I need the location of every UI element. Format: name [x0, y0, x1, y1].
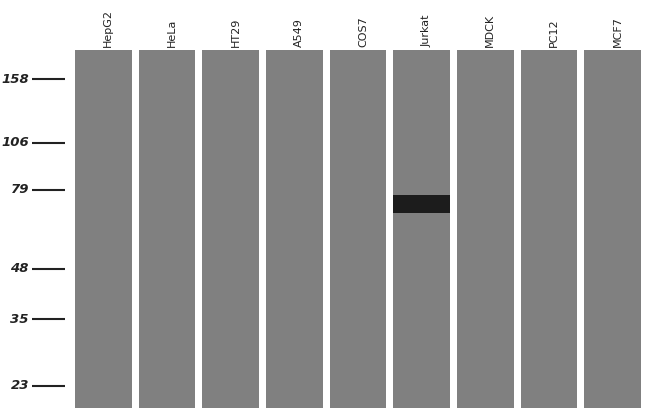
Text: MDCK: MDCK — [486, 13, 495, 47]
Bar — [457, 50, 514, 408]
Text: COS7: COS7 — [358, 16, 368, 47]
Bar — [68, 50, 648, 408]
Bar — [521, 50, 577, 408]
Text: Jurkat: Jurkat — [422, 14, 432, 47]
Text: PC12: PC12 — [549, 18, 559, 47]
Text: MCF7: MCF7 — [613, 16, 623, 47]
Text: 35: 35 — [10, 313, 29, 326]
Bar — [75, 50, 132, 408]
Bar — [330, 50, 386, 408]
Bar — [393, 195, 450, 213]
Text: 106: 106 — [1, 136, 29, 149]
Text: HeLa: HeLa — [167, 18, 177, 47]
Text: 23: 23 — [10, 379, 29, 392]
Text: HT29: HT29 — [231, 17, 240, 47]
Text: HepG2: HepG2 — [103, 9, 113, 47]
Text: 48: 48 — [10, 262, 29, 275]
Bar — [584, 50, 641, 408]
Text: 158: 158 — [1, 73, 29, 86]
Bar — [202, 50, 259, 408]
Text: 79: 79 — [10, 183, 29, 196]
Bar — [266, 50, 322, 408]
Bar — [138, 50, 196, 408]
Bar — [393, 50, 450, 408]
Text: A549: A549 — [294, 18, 304, 47]
